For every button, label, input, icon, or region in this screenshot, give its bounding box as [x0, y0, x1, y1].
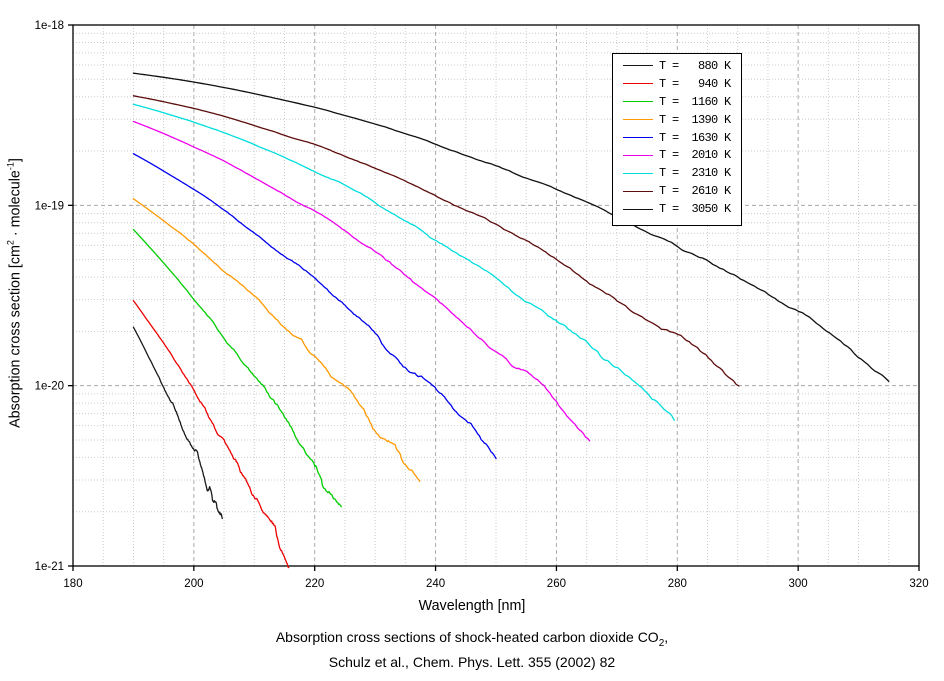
svg-text:220: 220: [305, 578, 324, 590]
svg-text:180: 180: [63, 578, 82, 590]
svg-text:280: 280: [668, 578, 687, 590]
svg-text:300: 300: [789, 578, 808, 590]
svg-text:1e-18: 1e-18: [35, 20, 64, 32]
svg-text:320: 320: [909, 578, 928, 590]
svg-text:1e-20: 1e-20: [35, 381, 64, 393]
svg-text:1e-19: 1e-19: [35, 200, 64, 212]
svg-text:1e-21: 1e-21: [35, 561, 64, 573]
svg-text:200: 200: [184, 578, 203, 590]
svg-text:240: 240: [426, 578, 445, 590]
svg-text:260: 260: [547, 578, 566, 590]
